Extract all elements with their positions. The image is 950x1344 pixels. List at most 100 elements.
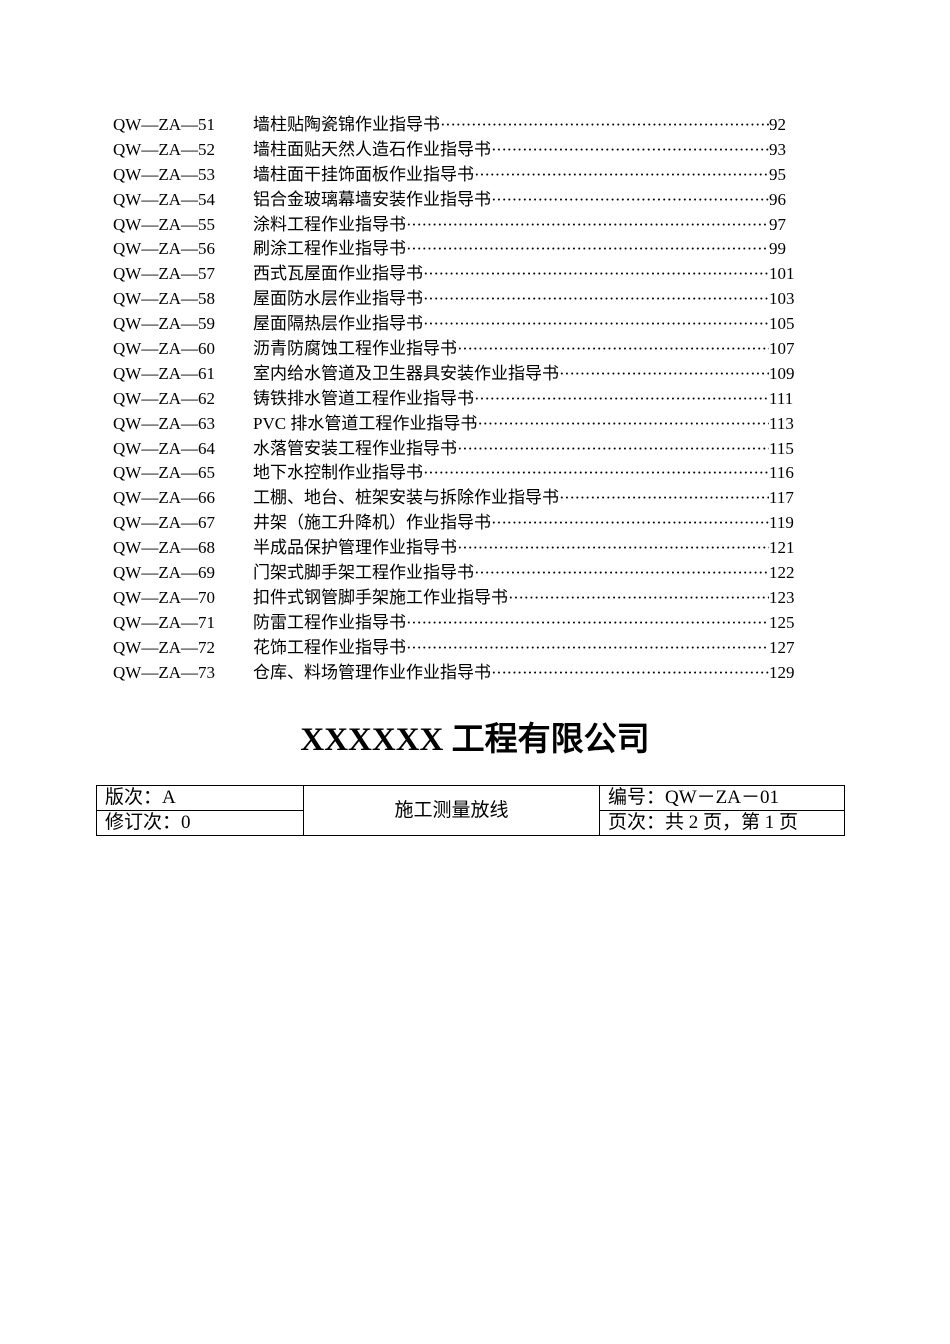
toc-page-number: 127 — [769, 637, 795, 657]
toc-title: 铝合金玻璃幕墙安装作业指导书 — [253, 189, 491, 209]
toc-entry[interactable]: QW—ZA—66 工棚、地台、桩架安装与拆除作业指导书 117 — [113, 486, 813, 511]
toc-page-number: 109 — [769, 363, 795, 383]
toc-code: QW—ZA—51 — [113, 115, 215, 134]
toc-title: 屋面隔热层作业指导书 — [253, 314, 423, 334]
dot-leader — [559, 362, 769, 387]
toc-entry[interactable]: QW—ZA—63 PVC 排水管道工程作业指导书 113 — [113, 412, 813, 437]
dot-leader — [423, 461, 769, 486]
dot-leader — [457, 437, 769, 462]
toc-title: 扣件式钢管脚手架施工作业指导书 — [253, 587, 508, 607]
toc-entry[interactable]: QW—ZA—64 水落管安装工程作业指导书 115 — [113, 437, 813, 462]
toc-entry[interactable]: QW—ZA—59 屋面隔热层作业指导书 105 — [113, 312, 813, 337]
toc-entry[interactable]: QW—ZA—54 铝合金玻璃幕墙安装作业指导书 96 — [113, 188, 813, 213]
toc-code: QW—ZA—68 — [113, 538, 215, 558]
page-count-cell: 页次：共 2 页，第 1 页 — [599, 810, 845, 836]
dot-leader — [440, 113, 769, 138]
toc-code: QW—ZA—67 — [113, 513, 215, 533]
toc-entry[interactable]: QW—ZA—68 半成品保护管理作业指导书 121 — [113, 536, 813, 561]
toc-entry[interactable]: QW—ZA—61 室内给水管道及卫生器具安装作业指导书 109 — [113, 362, 813, 387]
toc-entry[interactable]: QW—ZA—62 铸铁排水管道工程作业指导书 111 — [113, 387, 813, 412]
dot-leader — [423, 312, 769, 337]
dot-leader — [457, 337, 769, 362]
toc-page-number: 125 — [769, 612, 795, 632]
subject-cell: 施工测量放线 — [303, 785, 600, 836]
toc-entry[interactable]: QW—ZA—58 屋面防水层作业指导书 103 — [113, 287, 813, 312]
toc-entry[interactable]: QW—ZA—69 门架式脚手架工程作业指导书 122 — [113, 561, 813, 586]
toc-page-number: 117 — [769, 488, 794, 508]
dot-leader — [474, 561, 769, 586]
toc-title: 屋面防水层作业指导书 — [253, 289, 423, 309]
toc-code: QW—ZA—53 — [113, 164, 215, 184]
toc-code: QW—ZA—65 — [113, 463, 215, 483]
toc-title: 花饰工程作业指导书 — [253, 637, 406, 657]
toc-code: QW—ZA—71 — [113, 612, 215, 632]
toc-entry[interactable]: QW—ZA—57 西式瓦屋面作业指导书 101 — [113, 262, 813, 287]
dot-leader — [406, 636, 769, 661]
toc-code: QW—ZA—56 — [113, 239, 215, 259]
dot-leader — [559, 486, 769, 511]
toc-title: 室内给水管道及卫生器具安装作业指导书 — [253, 363, 559, 383]
dot-leader — [406, 611, 769, 636]
toc-title: 墙柱面干挂饰面板作业指导书 — [253, 164, 474, 184]
toc-code: QW—ZA—60 — [113, 339, 215, 359]
toc-code: QW—ZA—57 — [113, 264, 215, 284]
toc-code: QW—ZA—52 — [113, 139, 215, 159]
document-number-cell: 编号：QW－ZA－01 — [599, 785, 845, 811]
toc-entry[interactable]: QW—ZA—60 沥青防腐蚀工程作业指导书 107 — [113, 337, 813, 362]
toc-code: QW—ZA—72 — [113, 637, 215, 657]
toc-page-number: 121 — [769, 538, 795, 558]
toc-title: 涂料工程作业指导书 — [253, 214, 406, 234]
toc-title: 西式瓦屋面作业指导书 — [253, 264, 423, 284]
dot-leader — [423, 262, 769, 287]
toc-title: 半成品保护管理作业指导书 — [253, 538, 457, 558]
toc-entry[interactable]: QW—ZA—56 刷涂工程作业指导书 99 — [113, 237, 813, 262]
toc-page-number: 123 — [769, 587, 795, 607]
toc-code: QW—ZA—55 — [113, 214, 215, 234]
toc-page-number: 119 — [769, 513, 794, 533]
dot-leader — [423, 287, 769, 312]
dot-leader — [491, 661, 769, 686]
toc-code: QW—ZA—63 — [113, 413, 215, 433]
dot-leader — [457, 536, 769, 561]
toc-entry[interactable]: QW—ZA—72 花饰工程作业指导书 127 — [113, 636, 813, 661]
toc-page-number: 101 — [769, 264, 795, 284]
toc-code: QW—ZA—58 — [113, 289, 215, 309]
toc-code: QW—ZA—66 — [113, 488, 215, 508]
toc-page-number: 95 — [769, 164, 786, 184]
toc-code: QW—ZA—61 — [113, 363, 215, 383]
toc-entry[interactable]: QW—ZA—55 涂料工程作业指导书 97 — [113, 213, 813, 238]
toc-entry[interactable]: QW—ZA—73 仓库、料场管理作业作业指导书 129 — [113, 661, 813, 686]
toc-page-number: 105 — [769, 314, 795, 334]
toc-page-number: 96 — [769, 189, 786, 209]
toc-page-number: 111 — [769, 388, 794, 408]
toc-entry[interactable]: QW—ZA—51 墙柱贴陶瓷锦作业指导书 92 — [113, 113, 813, 138]
toc-title: 工棚、地台、桩架安装与拆除作业指导书 — [253, 488, 559, 508]
toc-code: QW—ZA—73 — [113, 662, 215, 682]
toc-entry[interactable]: QW—ZA—67 井架（施工升降机）作业指导书 119 — [113, 511, 813, 536]
toc-entry[interactable]: QW—ZA—52 墙柱面贴天然人造石作业指导书 93 — [113, 138, 813, 163]
toc-entry[interactable]: QW—ZA—70 扣件式钢管脚手架施工作业指导书 123 — [113, 586, 813, 611]
toc-title: 防雷工程作业指导书 — [253, 612, 406, 632]
toc-entry[interactable]: QW—ZA—65 地下水控制作业指导书 116 — [113, 461, 813, 486]
toc-page-number: 113 — [769, 413, 794, 433]
revision-cell: 修订次：0 — [96, 810, 304, 836]
dot-leader — [491, 188, 769, 213]
toc-page-number: 122 — [769, 563, 795, 583]
toc-page-number: 129 — [769, 662, 795, 682]
toc-title: 铸铁排水管道工程作业指导书 — [253, 388, 474, 408]
toc-title: 门架式脚手架工程作业指导书 — [253, 563, 474, 583]
toc-page-number: 93 — [769, 139, 786, 159]
toc-code: QW—ZA—69 — [113, 563, 215, 583]
toc-entry[interactable]: QW—ZA—71 防雷工程作业指导书 125 — [113, 611, 813, 636]
toc-title: 水落管安装工程作业指导书 — [253, 438, 457, 458]
toc-entry[interactable]: QW—ZA—53 墙柱面干挂饰面板作业指导书 95 — [113, 163, 813, 188]
dot-leader — [477, 412, 769, 437]
dot-leader — [491, 138, 769, 163]
toc-title: 墙柱贴陶瓷锦作业指导书 — [253, 115, 440, 134]
company-name: XXXXXX 工程有限公司 — [300, 722, 650, 758]
toc-title: 墙柱面贴天然人造石作业指导书 — [253, 139, 491, 159]
document-header-table: 版次：A 施工测量放线 编号：QW－ZA－01 修订次：0 页次：共 2 页，第… — [96, 785, 845, 836]
dot-leader — [406, 213, 769, 238]
toc-code: QW—ZA—54 — [113, 189, 215, 209]
